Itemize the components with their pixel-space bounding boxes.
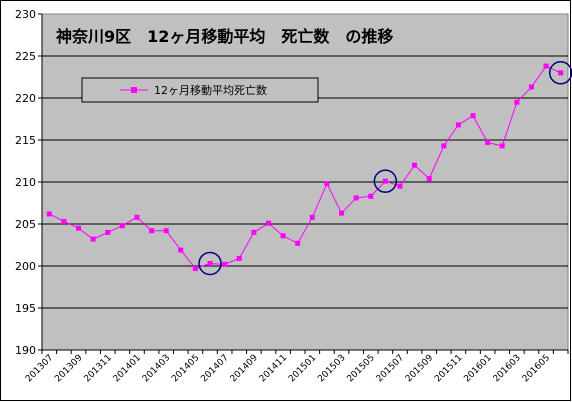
data-point: [455, 122, 461, 128]
x-tick-label: 201603: [492, 353, 523, 384]
data-point: [90, 236, 96, 242]
data-point: [528, 84, 534, 90]
highlight-circle: [373, 169, 398, 193]
data-point: [485, 140, 491, 146]
data-point: [397, 183, 403, 189]
data-point: [119, 223, 125, 229]
y-tick-label: 190: [15, 344, 36, 357]
data-point: [499, 143, 505, 149]
data-point: [134, 214, 140, 220]
x-tick-label: 201601: [462, 353, 493, 384]
data-point: [265, 220, 271, 226]
data-point: [412, 162, 418, 168]
data-point: [207, 260, 213, 266]
chart-title: 神奈川9区 12ヶ月移動平均 死亡数 の推移: [56, 27, 393, 46]
x-tick-label: 201411: [258, 353, 289, 384]
y-tick-label: 225: [15, 50, 36, 63]
data-point: [339, 210, 345, 216]
x-tick-label: 201509: [404, 353, 436, 385]
x-tick-label: 201505: [346, 353, 377, 384]
legend: 12ヶ月移動平均死亡数: [81, 77, 319, 103]
data-point: [280, 233, 286, 239]
legend-marker: [131, 87, 137, 93]
x-tick-label: 201605: [521, 353, 552, 384]
x-axis-ticks: 2013072013092013112014012014032014052014…: [24, 350, 569, 385]
data-point: [149, 228, 155, 234]
data-point: [222, 261, 228, 267]
x-tick-label: 201309: [53, 353, 85, 385]
y-tick-label: 230: [15, 8, 36, 21]
data-point: [382, 178, 388, 184]
series-group: [46, 63, 564, 272]
data-point: [309, 214, 315, 220]
x-tick-label: 201501: [287, 353, 318, 384]
data-point: [163, 228, 169, 234]
y-tick-label: 205: [15, 218, 36, 231]
x-tick-label: 201401: [112, 353, 143, 384]
data-point: [251, 229, 257, 235]
data-point: [236, 255, 242, 261]
y-tick-label: 200: [15, 260, 36, 273]
y-tick-label: 215: [15, 134, 36, 147]
x-tick-label: 201511: [433, 353, 464, 384]
data-point: [178, 247, 184, 253]
data-point: [558, 70, 564, 76]
y-tick-label: 210: [15, 176, 36, 189]
x-tick-label: 201409: [229, 353, 261, 385]
data-point: [76, 225, 82, 231]
data-point: [426, 176, 432, 182]
x-tick-label: 201407: [199, 353, 230, 384]
legend-label: 12ヶ月移動平均死亡数: [154, 83, 267, 97]
data-point: [324, 181, 330, 187]
x-tick-label: 201307: [24, 353, 55, 384]
data-point: [61, 218, 67, 224]
data-point: [353, 195, 359, 201]
x-tick-label: 201507: [375, 353, 406, 384]
y-tick-label: 220: [15, 92, 36, 105]
y-tick-label: 195: [15, 302, 36, 315]
data-point: [192, 266, 198, 272]
data-point: [46, 211, 52, 217]
data-point: [105, 229, 111, 235]
highlight-circle: [198, 251, 222, 276]
data-point: [514, 99, 520, 105]
data-point: [441, 143, 447, 149]
x-tick-label: 201311: [83, 353, 114, 384]
data-point: [368, 193, 374, 199]
data-point: [470, 113, 476, 119]
data-point: [295, 240, 301, 246]
x-tick-label: 201403: [141, 353, 172, 384]
data-point: [543, 63, 549, 69]
x-tick-label: 201405: [170, 353, 201, 384]
x-tick-label: 201503: [316, 353, 347, 384]
